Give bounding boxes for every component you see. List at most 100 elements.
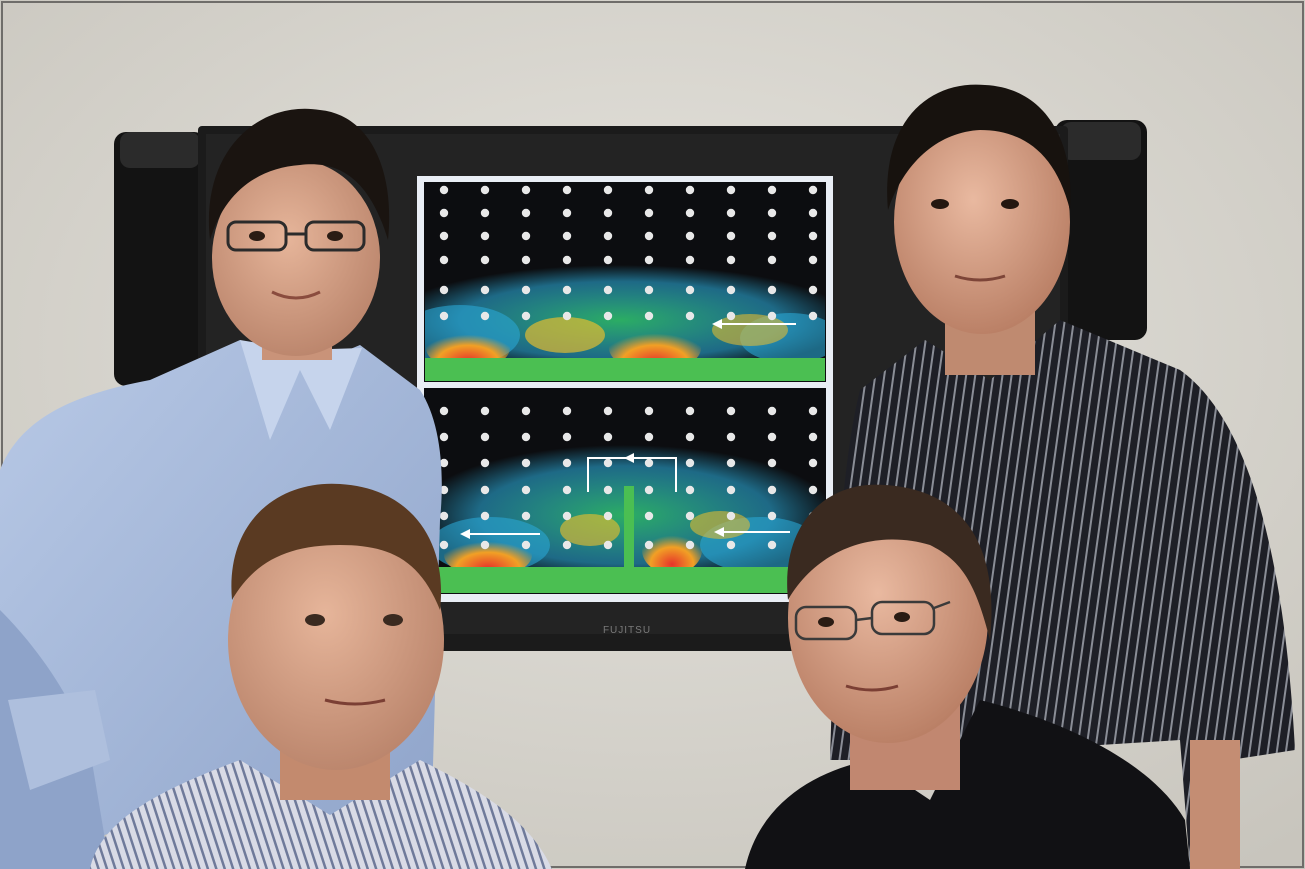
lattice-dot [644, 458, 654, 468]
lattice-dot [644, 432, 654, 442]
lattice-dot [562, 511, 572, 521]
lattice-dot [644, 511, 654, 521]
lattice-dot [726, 185, 736, 195]
lattice-dot [726, 485, 736, 495]
lattice-dot [685, 540, 695, 550]
lattice-dot [480, 432, 490, 442]
lattice-dot [644, 231, 654, 241]
lattice-dot [644, 406, 654, 416]
lattice-dot [521, 511, 531, 521]
lattice-dot [726, 511, 736, 521]
lattice-dot [726, 458, 736, 468]
lattice-dot [439, 255, 449, 265]
lattice-dot [480, 285, 490, 295]
lattice-dot [521, 185, 531, 195]
lattice-dot [644, 311, 654, 321]
lattice-dot [685, 406, 695, 416]
lattice-dot [767, 231, 777, 241]
lattice-dot [521, 540, 531, 550]
lattice-dot [603, 458, 613, 468]
lattice-dot [521, 406, 531, 416]
lattice-dot [562, 208, 572, 218]
bottom-panel-arrows [460, 453, 790, 539]
lattice-dot [726, 540, 736, 550]
lattice-dot [439, 231, 449, 241]
lattice-dot [439, 311, 449, 321]
lattice-dot [521, 432, 531, 442]
lattice-dot [767, 458, 777, 468]
lattice-dot [644, 208, 654, 218]
lattice-dot [562, 185, 572, 195]
lattice-dot [480, 208, 490, 218]
lattice-dot [480, 255, 490, 265]
lattice-dot [808, 185, 818, 195]
glasses-icon [226, 220, 366, 252]
lattice-dot [685, 185, 695, 195]
lattice-dot [808, 458, 818, 468]
lattice-dot [521, 458, 531, 468]
lattice-dot [726, 285, 736, 295]
lattice-dot [603, 485, 613, 495]
lattice-dot [767, 255, 777, 265]
lattice-dot [603, 406, 613, 416]
lattice-dot [562, 432, 572, 442]
lattice-dot [726, 231, 736, 241]
lattice-dot [603, 511, 613, 521]
lattice-dot [603, 255, 613, 265]
lattice-dot [685, 231, 695, 241]
lattice-dot [767, 311, 777, 321]
lattice-dot [767, 511, 777, 521]
lattice-dot [521, 255, 531, 265]
lattice-dots [439, 185, 818, 550]
lattice-dot [603, 208, 613, 218]
lattice-dot [685, 432, 695, 442]
lattice-dot [603, 231, 613, 241]
glasses-icon [794, 600, 951, 641]
lattice-dot [562, 285, 572, 295]
lattice-dot [726, 311, 736, 321]
lattice-dot [562, 406, 572, 416]
lattice-dot [685, 458, 695, 468]
lattice-dot [480, 406, 490, 416]
lattice-dot [480, 311, 490, 321]
lattice-dot [603, 540, 613, 550]
top-panel-arrow [712, 319, 796, 329]
lattice-dot [644, 485, 654, 495]
lattice-dot [767, 406, 777, 416]
lattice-dot [439, 458, 449, 468]
lattice-dot [439, 185, 449, 195]
lattice-dot [521, 231, 531, 241]
lattice-dot [521, 208, 531, 218]
lattice-dot [521, 485, 531, 495]
lattice-dot [562, 485, 572, 495]
lattice-dot [767, 185, 777, 195]
lattice-dot [808, 406, 818, 416]
lattice-dot [767, 208, 777, 218]
lattice-dot [685, 285, 695, 295]
lattice-dot [521, 285, 531, 295]
lattice-dot [726, 432, 736, 442]
lattice-dot [644, 540, 654, 550]
lattice-dot [562, 311, 572, 321]
lattice-dot [480, 458, 490, 468]
lattice-dot [603, 185, 613, 195]
lattice-dot [480, 540, 490, 550]
lattice-dot [439, 285, 449, 295]
lattice-dot [808, 255, 818, 265]
lattice-dot [726, 255, 736, 265]
lattice-dot [603, 311, 613, 321]
lattice-dot [685, 208, 695, 218]
monitor-brand-logo: FUJITSU [603, 625, 651, 636]
lattice-dot [767, 540, 777, 550]
lattice-dot [767, 432, 777, 442]
lattice-dot [685, 311, 695, 321]
person-front-right [745, 484, 1190, 869]
lattice-dot [726, 208, 736, 218]
lattice-dot [562, 231, 572, 241]
lattice-dot [562, 458, 572, 468]
lattice-dot [480, 485, 490, 495]
lattice-dot [480, 185, 490, 195]
lattice-dot [808, 311, 818, 321]
lattice-dot [685, 485, 695, 495]
